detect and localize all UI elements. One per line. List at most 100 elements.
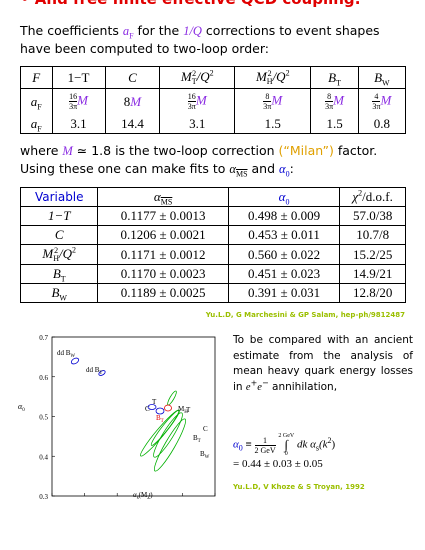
x-tick-label: 0.08 (46, 499, 59, 500)
text-part: 2 GeV (278, 433, 295, 439)
text-part: α (278, 189, 286, 204)
where-text: where M ≃ 1.8 is the two-loop correction… (20, 142, 410, 178)
number: 8 (123, 93, 131, 109)
text-part: χ2/d.o.f. (339, 187, 406, 207)
text-part: F (32, 69, 41, 85)
text-part: 1−T (51, 66, 106, 89)
cell: 0.498 ± 0.009 (227, 206, 341, 226)
text-part: H (266, 77, 273, 86)
text-part: : (289, 161, 294, 176)
fraction: 16 3π (187, 92, 196, 111)
text-part: F (20, 66, 53, 89)
cell-text: M (42, 246, 54, 261)
text-part: Variable αMS α0 χ2/d.o.f. (19, 187, 406, 207)
fraction: 8 3π (325, 92, 334, 111)
cell: 12.8/20 (339, 283, 406, 304)
text-part: a (122, 24, 130, 38)
milan-factor: M (130, 93, 142, 109)
contour-label: BW (200, 450, 210, 460)
text-part: 2 (327, 435, 332, 445)
contour-label: BT (193, 434, 201, 444)
text-part: ) (150, 491, 153, 499)
text-part: and (247, 161, 279, 176)
text-part: aF 3.1 14.4 3.1 1.5 1.5 0.8 (20, 114, 407, 134)
text-part: 2 GeV ∫ 0 (278, 433, 294, 457)
text-part: 2 (192, 69, 197, 78)
text-part: F (129, 31, 134, 41)
text-part: /Q (196, 68, 210, 84)
text-part: F 1−T C M 2 T/Q2 M 2 H/Q2 BT BW (20, 66, 407, 89)
contour-label: T (186, 406, 191, 414)
cell-text: 3.1 (70, 115, 87, 131)
text-part (140, 409, 180, 457)
text-part: α (133, 491, 137, 499)
cell: 0.1177 ± 0.0013 (97, 206, 229, 226)
x-tick-label: 0.1 (113, 499, 122, 500)
cell: 0.8 (357, 114, 407, 134)
title: • And free finite effective QCD coupling… (20, 0, 410, 8)
cell: 8M (104, 88, 161, 115)
row: BT 0.1170 ± 0.0023 0.451 ± 0.023 14.9/21 (19, 264, 406, 285)
text-part: 0 (22, 408, 25, 413)
row: C 0.1206 ± 0.0021 0.453 ± 0.011 10.7/8 (19, 225, 406, 245)
text-part: T (336, 78, 341, 88)
row-label: BT (19, 264, 99, 285)
text-part: χ (352, 189, 359, 204)
cell: 57.0/38 (339, 206, 406, 226)
text-part: C (104, 66, 161, 89)
label-text: dd B (57, 349, 71, 357)
text-part: − (261, 378, 269, 387)
cell: 8 3π M (310, 88, 359, 115)
cell-text: 0.8 (373, 115, 390, 131)
citation: Yu.L.D, V Khoze & S Troyan, 1992 (233, 483, 365, 491)
cell: 1.5 (234, 114, 312, 134)
text-part: corrections to event shapes have been co… (20, 23, 380, 56)
numerator: 8 (263, 92, 272, 103)
text-part: MS (235, 169, 248, 179)
row-label: aF (20, 114, 53, 134)
text-part: dk α (296, 438, 316, 451)
text-part: 1/Q (183, 24, 202, 38)
milan-factor: M (195, 92, 207, 108)
row: M 2 H/Q2 0.1171 ± 0.0012 0.560 ± 0.022 15.2/2… (19, 243, 406, 266)
row-label: C (19, 225, 99, 245)
y-tick-label: 0.4 (39, 453, 48, 461)
label-sub: H (184, 410, 188, 415)
coefficients-table: F 1−T C M 2 T/Q2 M 2 H/Q2 BT BW aF 16 3π M 8M 16 3… (20, 66, 407, 134)
text-part: ∫ (284, 437, 289, 452)
fraction: 4 3π (372, 92, 381, 111)
text-part: 1−T 0.1177 ± 0.0013 0.498 ± 0.009 57.0/38 C 0… (19, 206, 406, 304)
text-part: α (279, 162, 286, 176)
text-part: M 2 H/Q2 (234, 66, 312, 89)
cell-sup: 2 (54, 246, 59, 256)
text-part (150, 410, 180, 446)
text-part: Z (147, 496, 150, 500)
text-part: 0 (284, 451, 288, 457)
text-part (167, 390, 177, 406)
text-part: B (374, 69, 383, 85)
label-text: B (193, 434, 198, 442)
fit-table: Variable αMS α0 χ2/d.o.f. 1−T 0.1177 ± 0.… (19, 187, 406, 304)
x-axis-title: αs(MZ) (133, 491, 153, 500)
row-label: 1−T (19, 206, 99, 226)
text-part: The coefficients (20, 23, 123, 38)
contours (70, 357, 187, 472)
row: BW 0.1189 ± 0.0025 0.391 ± 0.031 12.8/20 (19, 283, 406, 304)
label-sub: T (161, 419, 164, 424)
cell-sub: F (37, 102, 42, 112)
label-text: B (156, 414, 161, 422)
cell-text: 3.1 (189, 115, 206, 131)
text-part: ≃ 1.8 is the two-loop correction (72, 143, 279, 158)
text-part: F 1−T C M 2 T/Q2 M 2 H/Q2 BT BW aF 16 3π M 8M 16 3… (20, 66, 407, 134)
cell: 0.1171 ± 0.0012 (97, 243, 229, 266)
numerator: 8 (325, 92, 334, 103)
text-part: M (62, 144, 73, 158)
cell-text: 1−T (47, 208, 71, 223)
cell-text: /Q (59, 246, 73, 261)
cell: 0.1206 ± 0.0021 (97, 225, 229, 245)
contour-label: C (203, 425, 208, 433)
text-part: MS (160, 197, 173, 207)
text-part: 2 (209, 68, 214, 78)
